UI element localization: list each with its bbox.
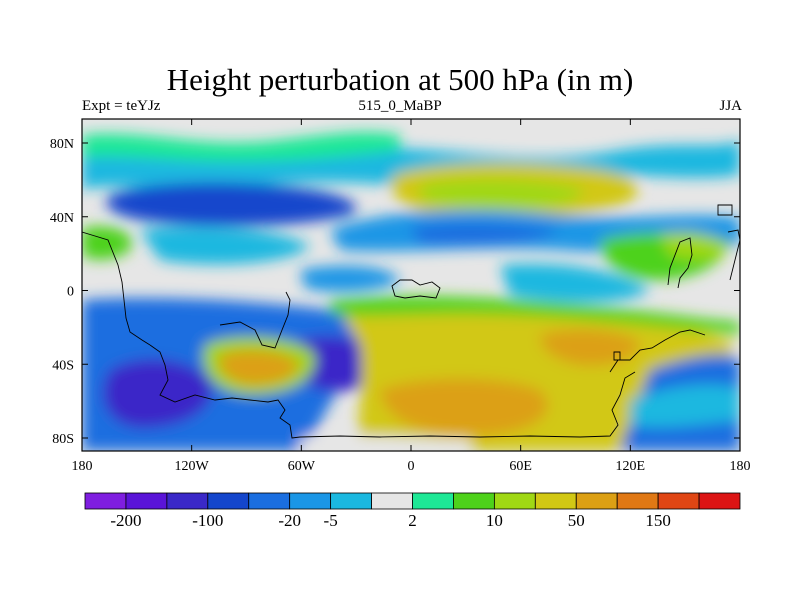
chart-title: Height perturbation at 500 hPa (in m) (166, 62, 634, 97)
y-tick-label: 80N (50, 137, 74, 152)
southern-ocean-high (380, 378, 548, 436)
africa-coast (111, 249, 151, 346)
x-tick-label: 180 (72, 459, 93, 474)
colorbar-label: -5 (324, 511, 338, 530)
island-outline (391, 279, 441, 299)
south-america-coast (149, 344, 301, 439)
map-field (82, 119, 740, 451)
east-asia-yellow (660, 232, 730, 260)
x-tick-label: 120E (616, 459, 646, 474)
east-edge-coast (727, 229, 740, 281)
west-coast (82, 231, 113, 251)
north-pacific-low (106, 182, 357, 227)
colorbar-swatch (534, 492, 577, 510)
asia-coast (667, 237, 693, 289)
colorbar-swatch (125, 492, 168, 510)
colorbar-swatch (289, 492, 332, 510)
colorbar-label: -200 (110, 511, 141, 530)
eurasia-high-core (420, 178, 583, 209)
tropical-blue-east (500, 263, 650, 302)
colorbar-swatch (657, 492, 700, 510)
y-tick-label: 40S (52, 358, 74, 373)
colorbar-swatch (84, 492, 127, 510)
north-cyan-band (82, 140, 740, 190)
central-asia-low (410, 222, 560, 246)
south-america-high-core (218, 349, 300, 386)
north-green-band (82, 132, 400, 162)
colorbar-swatch (371, 492, 413, 510)
season-label: JJA (719, 98, 742, 114)
colorbar-label: -100 (192, 511, 223, 530)
colorbar-swatch (166, 492, 209, 510)
x-axis: 180 120W 60W 0 60E 120E 180 (72, 119, 751, 474)
antarctic-white-gap (300, 435, 470, 451)
y-axis: 80N 40N 0 40S 80S (50, 137, 740, 447)
colorbar-swatch (616, 492, 659, 510)
australia-coast (609, 329, 706, 373)
colorbar-swatch (575, 492, 618, 510)
colorbar-swatch (493, 492, 536, 510)
y-tick-label: 0 (67, 285, 74, 300)
colorbar-label: 50 (568, 511, 585, 530)
colorbar-swatch (207, 492, 250, 510)
coastlines (82, 204, 740, 439)
colorbar-swatch (412, 492, 454, 510)
experiment-label: Expt = teYJz (82, 98, 161, 114)
period-label: 515_0_MaBP (358, 98, 442, 114)
colorbar-swatch (248, 492, 291, 510)
colorbar-label: -20 (278, 511, 301, 530)
green-belt-south (330, 296, 740, 335)
x-tick-label: 120W (175, 459, 210, 474)
colorbar-label: 150 (645, 511, 671, 530)
antarctica-coast (299, 371, 636, 438)
southeast-cyan (630, 384, 740, 428)
colorbar-label: 2 (408, 511, 417, 530)
x-tick-label: 0 (408, 459, 415, 474)
colorbar-swatch (453, 492, 495, 510)
colorbar-swatch (330, 492, 372, 510)
x-tick-label: 180 (730, 459, 751, 474)
tropical-cyan-west (140, 226, 310, 265)
southern-pacific-low (103, 359, 212, 428)
colorbar: -200 -100 -20 -5 2 10 50 150 (84, 492, 741, 530)
small-box (717, 204, 733, 216)
tropical-blue-west (300, 265, 400, 292)
colorbar-swatch (698, 492, 741, 510)
y-tick-label: 40N (50, 211, 74, 226)
indian-ocean-high (540, 329, 640, 366)
south-america-east (219, 291, 291, 349)
tropical-green-west (82, 226, 132, 260)
y-tick-label: 80S (52, 432, 74, 447)
colorbar-label: 10 (486, 511, 503, 530)
x-tick-label: 60W (288, 459, 316, 474)
x-tick-label: 60E (509, 459, 532, 474)
island-south (613, 351, 621, 361)
